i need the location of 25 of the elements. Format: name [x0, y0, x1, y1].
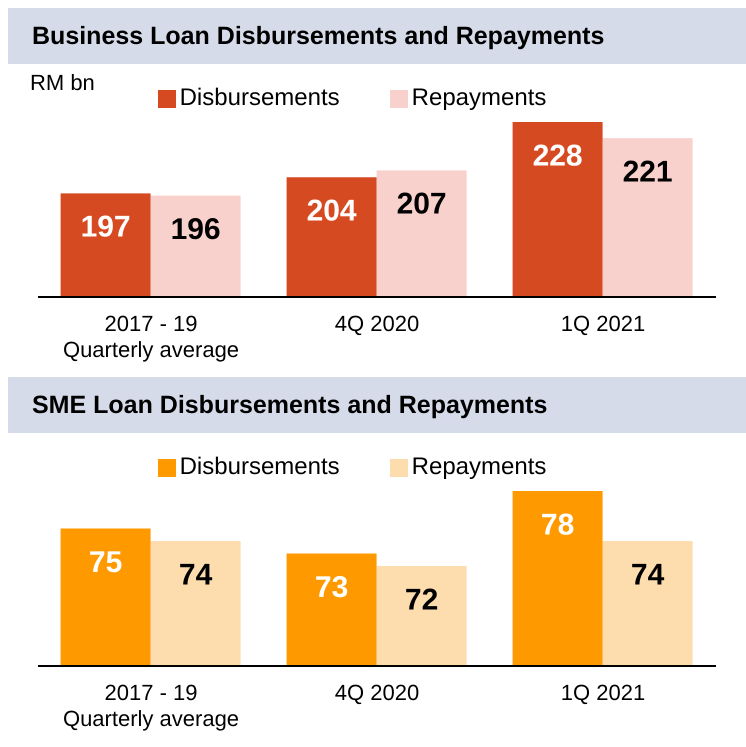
text: RM bn [30, 70, 95, 96]
data-label: 78 [540, 508, 574, 542]
data-label: 74 [630, 558, 665, 592]
data-label: 73 [314, 570, 348, 604]
data-label: 228 [532, 139, 583, 172]
legend-label: Repayments [412, 84, 546, 111]
x-tick-label: 2017 - 19 Quarterly average [62, 680, 240, 731]
data-label: 204 [306, 194, 357, 228]
data-label: 72 [404, 583, 438, 616]
legend-label: Repayments [412, 453, 546, 480]
x-tick-label: 1Q 2021 [560, 311, 646, 336]
legend-label: Disbursements [180, 453, 340, 480]
chart-title: Business Loan Disbursements and Repayments [8, 8, 746, 64]
data-label: 197 [80, 210, 131, 244]
data-label: 207 [396, 188, 447, 221]
data-label: 221 [622, 155, 673, 188]
x-tick-label: 1Q 2021 [560, 680, 646, 705]
legend-label: Disbursements [180, 84, 340, 111]
chart-title: SME Loan Disbursements and Repayments [8, 377, 746, 433]
x-tick-label: 4Q 2020 [334, 680, 420, 705]
x-tick-label: 4Q 2020 [334, 311, 420, 336]
data-label: 196 [170, 212, 221, 246]
x-tick-label: 2017 - 19 Quarterly average [62, 311, 240, 362]
data-label: 74 [178, 558, 213, 592]
data-label: 75 [88, 546, 122, 579]
